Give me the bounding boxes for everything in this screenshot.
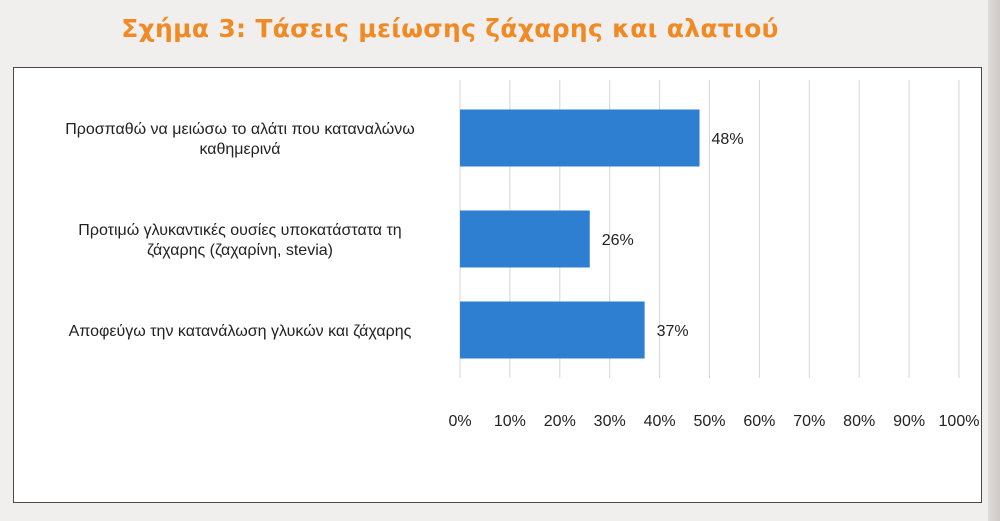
category-label-line: Αποφεύγω την κατανάλωση γλυκών και ζάχαρ… xyxy=(69,323,412,340)
x-tick-label: 100% xyxy=(939,413,980,430)
x-tick-label: 90% xyxy=(893,413,925,430)
x-tick-label: 70% xyxy=(793,413,825,430)
page-edge xyxy=(988,0,1000,521)
bar xyxy=(460,210,590,268)
x-tick-label: 80% xyxy=(843,413,875,430)
value-labels: 48% 26% 37% xyxy=(602,131,744,340)
chart-frame: Προσπαθώ να μειώσω το αλάτι που καταναλώ… xyxy=(13,67,982,503)
x-tick-label: 10% xyxy=(494,413,526,430)
category-label: Προτιμώ γλυκαντικές ουσίες υποκατάστατα … xyxy=(78,222,401,259)
category-label-line: καθημερινά xyxy=(199,141,280,158)
category-labels: Προσπαθώ να μειώσω το αλάτι που καταναλώ… xyxy=(65,121,415,340)
category-label-line: Προσπαθώ να μειώσω το αλάτι που καταναλώ… xyxy=(65,121,415,138)
bar xyxy=(460,109,700,167)
x-tick-label: 60% xyxy=(743,413,775,430)
x-axis-ticks: 0% 10% 20% 30% 40% 50% 60% 70% 80% 90% 100% xyxy=(448,413,979,430)
x-tick-label: 40% xyxy=(644,413,676,430)
category-label: Προσπαθώ να μειώσω το αλάτι που καταναλώ… xyxy=(65,121,415,158)
bars xyxy=(460,109,700,359)
data-label: 26% xyxy=(602,232,634,249)
bar xyxy=(460,301,645,359)
x-tick-label: 20% xyxy=(544,413,576,430)
data-label: 48% xyxy=(712,131,744,148)
x-tick-label: 50% xyxy=(693,413,725,430)
data-label: 37% xyxy=(657,323,689,340)
category-label-line: ζάχαρης (ζαχαρίνη, stevia) xyxy=(147,242,333,259)
category-label: Αποφεύγω την κατανάλωση γλυκών και ζάχαρ… xyxy=(69,323,412,340)
figure-title: Σχήμα 3: Τάσεις μείωσης ζάχαρης και αλατ… xyxy=(121,14,779,43)
x-tick-label: 0% xyxy=(448,413,471,430)
category-label-line: Προτιμώ γλυκαντικές ουσίες υποκατάστατα … xyxy=(78,222,401,239)
bar-chart: Προσπαθώ να μειώσω το αλάτι που καταναλώ… xyxy=(65,80,979,430)
x-tick-label: 30% xyxy=(594,413,626,430)
